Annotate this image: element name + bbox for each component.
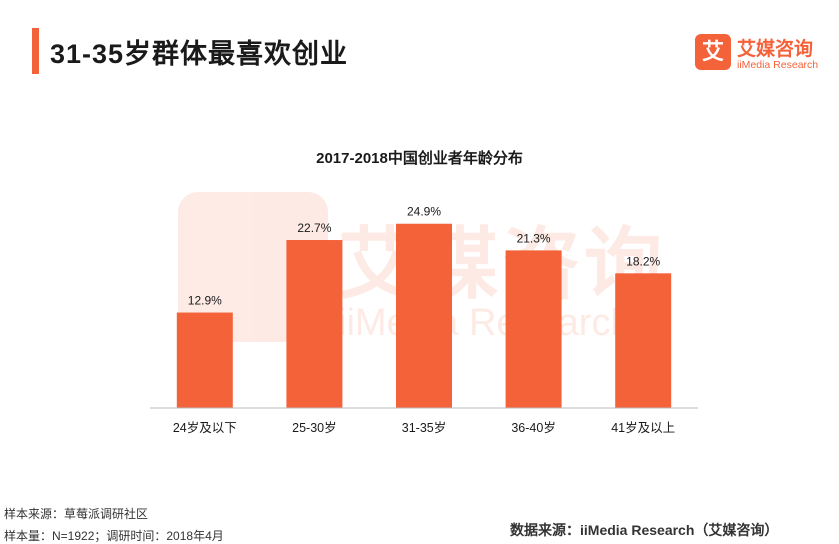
data-label-5: 18.2% [626,254,660,268]
bar-2 [286,240,343,408]
x-tick-label-4: 36-40岁 [511,420,555,435]
sample-source: 样本来源：草莓派调研社区 [4,507,149,521]
logo-mark-icon: 艾 [695,34,731,70]
x-tick-label-3: 31-35岁 [402,420,446,435]
brand-logo: 艾 艾媒咨询 iiMedia Research [695,34,835,76]
data-label-1: 12.9% [188,294,222,308]
title-accent-bar [32,28,39,74]
data-label-3: 24.9% [407,205,441,219]
data-label-2: 22.7% [297,221,331,235]
logo-subtitle: iiMedia Research [737,59,819,71]
x-tick-label-5: 41岁及以上 [611,420,675,435]
data-label-4: 21.3% [517,231,551,245]
data-source: 数据来源：iiMedia Research（艾媒咨询） [510,522,779,538]
sample-size: 样本量：N=1922；调研时间：2018年4月 [4,529,224,543]
bar-1 [176,312,233,408]
x-tick-label-2: 25-30岁 [292,420,336,435]
x-tick-label-1: 24岁及以下 [173,420,237,435]
page-title: 31-35岁群体最喜欢创业 [50,39,349,69]
bar-3 [396,223,452,408]
bar-4 [505,250,562,408]
bar-5 [615,273,672,408]
logo-name: 艾媒咨询 [737,39,814,60]
chart-title: 2017-2018中国创业者年龄分布 [316,150,523,167]
